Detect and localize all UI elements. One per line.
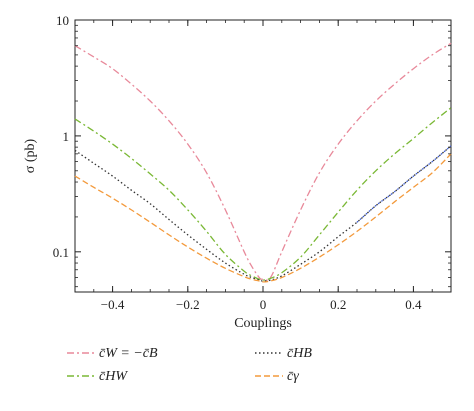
x-tick-label: −0.2 — [176, 297, 200, 312]
ticks-layer: −0.4 −0.2 0 0.2 0.4 0.1 1 10 — [53, 13, 452, 312]
y-tick-label: 10 — [56, 13, 69, 28]
legend-label: c̄W = −c̄B — [99, 346, 158, 361]
legend-label: c̄HB — [287, 346, 312, 361]
x-tick-label: 0 — [260, 297, 267, 312]
x-tick-label: 0.2 — [330, 297, 346, 312]
x-tick-label: 0.4 — [405, 297, 422, 312]
series-line-4 — [356, 145, 452, 223]
plot-frame — [74, 19, 452, 293]
series-line-1 — [74, 107, 452, 281]
y-tick-label: 0.1 — [53, 245, 69, 260]
y-axis-label: σ (pb) — [23, 138, 38, 173]
series-layer — [74, 42, 452, 283]
legend: c̄W = −c̄B c̄HB c̄HW c̄γ — [67, 346, 312, 384]
legend-label: c̄HW — [99, 369, 128, 384]
series-line-2 — [74, 145, 452, 282]
y-tick-label: 1 — [63, 129, 70, 144]
x-axis-label: Couplings — [234, 316, 292, 331]
x-tick-label: −0.4 — [101, 297, 125, 312]
series-line-3 — [74, 153, 452, 283]
series-line-0 — [74, 42, 452, 281]
legend-label: c̄γ — [287, 369, 299, 384]
